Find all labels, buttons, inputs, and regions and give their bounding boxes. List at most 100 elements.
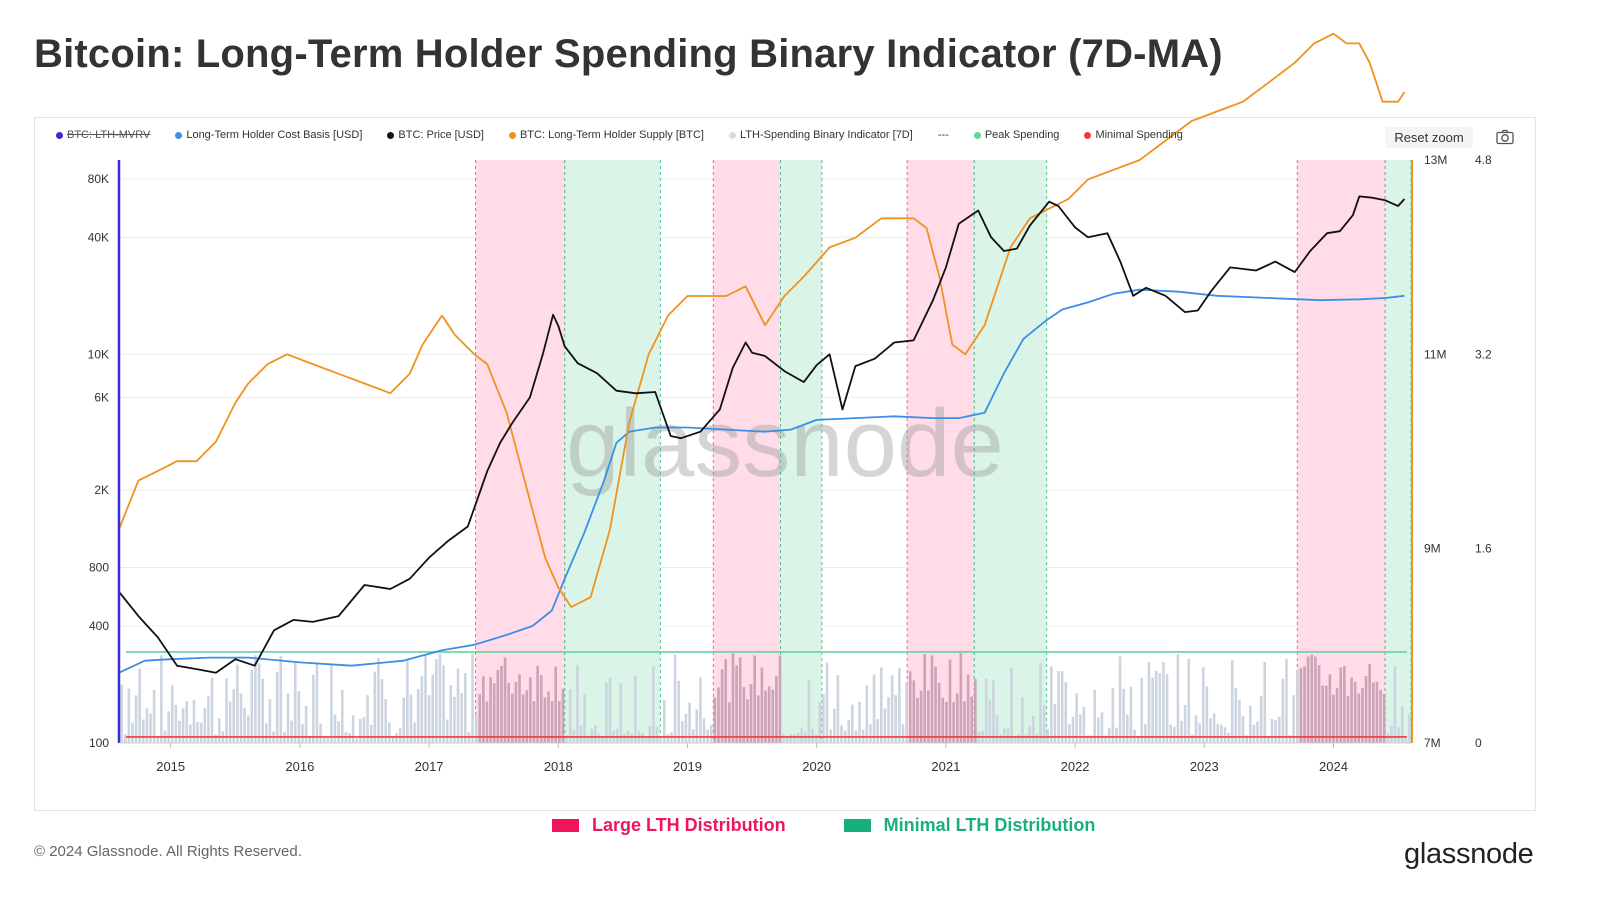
- minimal-distribution-region: [564, 160, 661, 743]
- binary-indicator-bar: [608, 677, 612, 743]
- binary-indicator-bar: [279, 656, 283, 743]
- legend-item-price[interactable]: BTC: Price [USD]: [387, 129, 484, 141]
- binary-indicator-bar: [351, 715, 355, 743]
- binary-indicator-bar: [641, 733, 644, 743]
- binary-indicator-bar: [145, 708, 149, 743]
- binary-indicator-bar: [1267, 735, 1270, 743]
- binary-indicator-bar: [1328, 674, 1332, 743]
- binary-indicator-bar: [192, 699, 196, 743]
- binary-indicator-bar: [322, 737, 326, 743]
- binary-indicator-bar: [1281, 678, 1285, 743]
- binary-indicator-bar: [359, 718, 362, 743]
- binary-indicator-bar: [207, 696, 210, 743]
- legend-item-peak-spending[interactable]: Peak Spending: [973, 129, 1059, 141]
- legend-item-minimal-spending[interactable]: Minimal Spending: [1084, 129, 1183, 141]
- binary-indicator-bar: [268, 699, 272, 743]
- binary-indicator-bar: [1252, 724, 1256, 743]
- binary-indicator-bar: [879, 667, 883, 743]
- reset-zoom-button[interactable]: Reset zoom: [1385, 127, 1473, 148]
- binary-indicator-bar: [330, 665, 333, 743]
- legend-item-cost-basis[interactable]: Long-Term Holder Cost Basis [USD]: [175, 129, 362, 141]
- binary-indicator-bar: [1154, 670, 1158, 743]
- binary-indicator-bar: [539, 675, 543, 743]
- binary-indicator-bar: [460, 693, 463, 743]
- binary-indicator-bar: [507, 682, 510, 743]
- binary-indicator-bar: [1201, 667, 1205, 743]
- binary-indicator-bar: [1122, 688, 1125, 743]
- camera-icon[interactable]: [1496, 129, 1514, 145]
- binary-indicator-bar: [1285, 658, 1288, 743]
- binary-indicator-bar: [203, 708, 207, 743]
- binary-indicator-bar: [782, 733, 785, 743]
- binary-indicator-bar: [254, 655, 257, 743]
- binary-indicator-bar: [1086, 735, 1089, 743]
- legend-item-separator[interactable]: ---: [938, 129, 949, 141]
- binary-indicator-bar: [883, 708, 887, 743]
- y-right-supply-tick-label: 9M: [1424, 542, 1441, 556]
- binary-indicator-bar: [771, 689, 775, 743]
- x-tick-label: 2021: [931, 759, 960, 774]
- binary-indicator-bar: [648, 726, 652, 743]
- binary-indicator-bar: [1183, 704, 1187, 743]
- legend-item-binary-indicator[interactable]: LTH-Spending Binary Indicator [7D]: [728, 129, 913, 141]
- binary-indicator-bar: [959, 653, 963, 743]
- binary-indicator-bar: [123, 734, 127, 743]
- binary-indicator-bar: [536, 665, 539, 743]
- binary-indicator-bar: [409, 694, 413, 743]
- binary-indicator-bar: [304, 705, 308, 743]
- binary-indicator-bar: [605, 682, 608, 743]
- binary-indicator-bar: [1165, 674, 1169, 743]
- binary-indicator-bar: [1277, 716, 1281, 743]
- y-right-supply-tick-label: 7M: [1424, 736, 1441, 750]
- x-tick-label: 2022: [1061, 759, 1090, 774]
- binary-indicator-bar: [1097, 717, 1100, 743]
- binary-indicator-bar: [232, 689, 236, 743]
- binary-indicator-bar: [1104, 735, 1107, 743]
- binary-indicator-bar: [1093, 689, 1097, 743]
- binary-indicator-bar: [380, 678, 384, 743]
- binary-indicator-bar: [1400, 706, 1404, 743]
- binary-indicator-bar: [1397, 727, 1400, 743]
- binary-indicator-bar: [677, 680, 681, 743]
- binary-indicator-bar: [1006, 728, 1010, 743]
- binary-indicator-bar: [1317, 665, 1321, 743]
- binary-indicator-bar: [724, 659, 728, 743]
- binary-indicator-bar: [1343, 666, 1346, 743]
- binary-indicator-bar: [286, 693, 290, 743]
- binary-indicator-bar: [858, 701, 861, 743]
- page-title: Bitcoin: Long-Term Holder Spending Binar…: [34, 32, 1223, 76]
- binary-indicator-bar: [449, 685, 453, 743]
- binary-indicator-bar: [127, 688, 131, 743]
- binary-indicator-bar: [1194, 715, 1198, 743]
- binary-indicator-bar: [1361, 688, 1364, 743]
- x-tick-label: 2018: [544, 759, 573, 774]
- x-tick-label: 2024: [1319, 759, 1348, 774]
- binary-indicator-bar: [753, 655, 756, 743]
- binary-indicator-bar: [590, 728, 594, 743]
- binary-indicator-bar: [615, 728, 619, 743]
- legend-item-lth-mvrv[interactable]: BTC: LTH-MVRV: [56, 129, 150, 141]
- lth-supply-line: [118, 32, 1406, 608]
- binary-indicator-bar: [1115, 727, 1118, 743]
- binary-indicator-bar: [695, 709, 699, 743]
- binary-indicator-bar: [952, 702, 955, 743]
- binary-indicator-bar: [1039, 662, 1042, 743]
- binary-indicator-bar: [1028, 726, 1031, 743]
- legend-item-lth-supply[interactable]: BTC: Long-Term Holder Supply [BTC]: [508, 129, 704, 141]
- binary-indicator-bar: [1310, 654, 1314, 743]
- binary-indicator-bar: [984, 678, 988, 743]
- binary-indicator-bar: [500, 665, 503, 743]
- binary-indicator-bar: [1002, 728, 1006, 743]
- binary-indicator-bar: [1042, 704, 1046, 743]
- binary-indicator-bar: [1368, 663, 1371, 743]
- binary-indicator-bar: [391, 737, 395, 743]
- binary-indicator-bar: [851, 704, 854, 743]
- binary-indicator-bar: [261, 678, 264, 743]
- binary-indicator-bar: [134, 695, 138, 743]
- binary-indicator-bar: [340, 689, 344, 743]
- binary-indicator-bar: [1089, 735, 1093, 743]
- binary-indicator-bar: [847, 720, 851, 743]
- binary-indicator-bar: [655, 726, 659, 743]
- binary-indicator-bar: [333, 714, 337, 743]
